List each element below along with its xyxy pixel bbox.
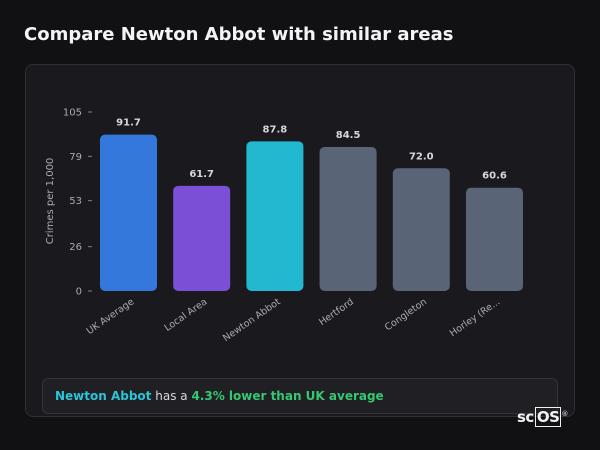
bar-1: [173, 185, 231, 291]
comparison-summary: Newton Abbot has a 4.3% lower than UK av…: [42, 378, 558, 414]
bar-3: [319, 146, 377, 291]
y-axis-label: Crimes per 1,000: [45, 158, 56, 245]
y-tick-label: 79: [69, 152, 82, 163]
y-tick-label: 53: [69, 196, 82, 207]
logo-registered: ®: [561, 410, 568, 418]
bar-5: [466, 187, 523, 291]
bar-value-label: 91.7: [116, 118, 141, 129]
bar-0: [100, 134, 157, 291]
y-tick-label: 26: [69, 242, 82, 253]
x-category-label: Horley (Re...: [448, 296, 502, 339]
x-category-label: Hertford: [317, 296, 356, 328]
bar-chart: Crimes per 1,000 0 26 53 79 105 91.7 UK Average…: [45, 108, 523, 344]
x-category-label: Congleton: [383, 296, 429, 333]
bar-value-label: 61.7: [189, 169, 214, 180]
y-tick-label: 105: [63, 108, 82, 119]
logo-prefix: sc: [517, 408, 534, 426]
summary-text: has a: [151, 389, 192, 403]
bar-value-label: 60.6: [482, 171, 507, 182]
y-tick-label: 0: [76, 287, 82, 298]
bar-4: [392, 168, 450, 291]
summary-place: Newton Abbot: [55, 389, 152, 403]
brand-logo: sc OS ®: [517, 407, 568, 427]
x-category-label: Local Area: [163, 296, 210, 333]
bar-value-label: 87.8: [263, 124, 288, 135]
logo-boxed: OS: [534, 407, 562, 427]
comparison-chart-card: Crimes per 1,000 0 26 53 79 105 91.7 UK Average…: [25, 64, 575, 417]
x-category-label: Newton Abbot: [221, 296, 283, 344]
bar-value-label: 72.0: [409, 151, 434, 162]
page-title: Compare Newton Abbot with similar areas: [24, 24, 454, 45]
bar-2: [246, 141, 304, 291]
x-category-label: UK Average: [85, 296, 137, 337]
summary-delta: 4.3% lower than UK average: [191, 389, 384, 403]
bar-value-label: 84.5: [336, 130, 361, 141]
